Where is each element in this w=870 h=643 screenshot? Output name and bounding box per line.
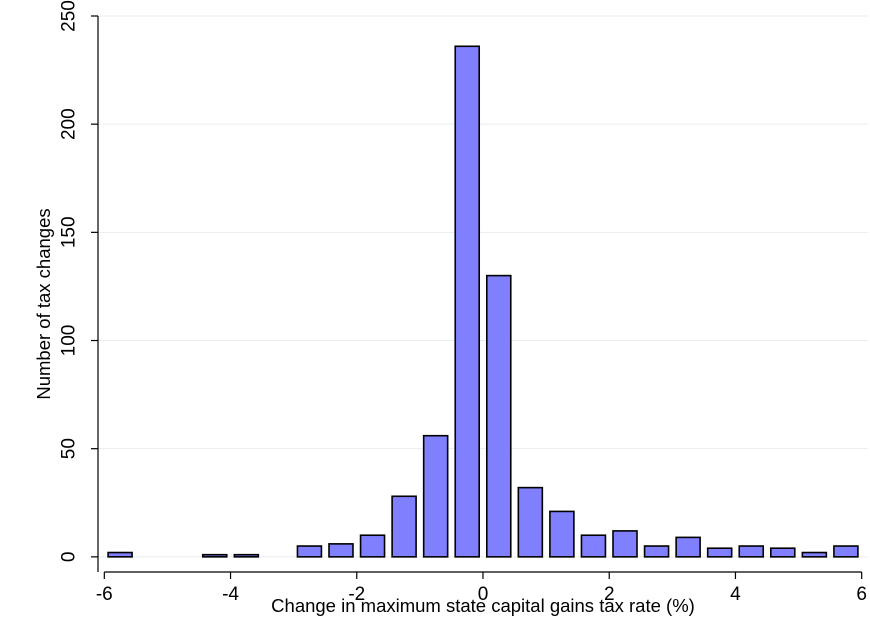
histogram-bar: [738, 545, 765, 558]
x-axis-ticks: -6 -4 -2 0 2 4 6: [96, 572, 867, 605]
x-tick-label: 0: [478, 584, 489, 605]
y-axis-title: Number of tax changes: [33, 208, 54, 399]
histogram-bar: [328, 543, 354, 558]
y-tick-label: 100: [59, 325, 80, 357]
histogram-bar: [801, 551, 828, 558]
histogram-bar: [107, 551, 133, 558]
x-tick-label: 6: [856, 584, 867, 605]
histogram-bar: [770, 547, 796, 558]
x-tick-label: -4: [222, 584, 239, 605]
histogram-bar: [485, 274, 512, 558]
grid-lines: [98, 15, 868, 558]
y-tick-label: 0: [59, 552, 80, 563]
histogram-bar: [675, 536, 701, 558]
x-tick-label: 4: [730, 584, 741, 605]
histogram-bar: [233, 553, 260, 558]
histogram-bar: [517, 486, 544, 558]
x-tick-label: -2: [348, 584, 365, 605]
y-tick-label: 50: [59, 438, 80, 459]
x-axis-title: Change in maximum state capital gains ta…: [271, 595, 695, 616]
histogram-bar: [296, 545, 323, 558]
histogram-bar: [422, 434, 449, 558]
y-tick-label: 200: [59, 108, 80, 140]
histogram-bar: [391, 495, 417, 558]
histogram-bar: [549, 510, 575, 558]
histogram-bar: [454, 45, 481, 558]
y-tick-label: 150: [59, 216, 80, 248]
y-tick-label: 250: [59, 0, 80, 32]
histogram-bar: [201, 553, 228, 558]
histogram-bar: [359, 534, 386, 558]
x-tick-label: -6: [96, 584, 113, 605]
histogram-bar: [580, 534, 607, 558]
histogram-bar: [612, 530, 638, 558]
histogram-bar: [833, 545, 859, 558]
bars: [107, 45, 859, 558]
x-tick-label: 2: [604, 584, 615, 605]
y-axis-ticks: 0 50 100 150 200 250: [59, 0, 98, 562]
histogram-bar: [643, 545, 670, 558]
histogram-bar: [706, 547, 733, 558]
